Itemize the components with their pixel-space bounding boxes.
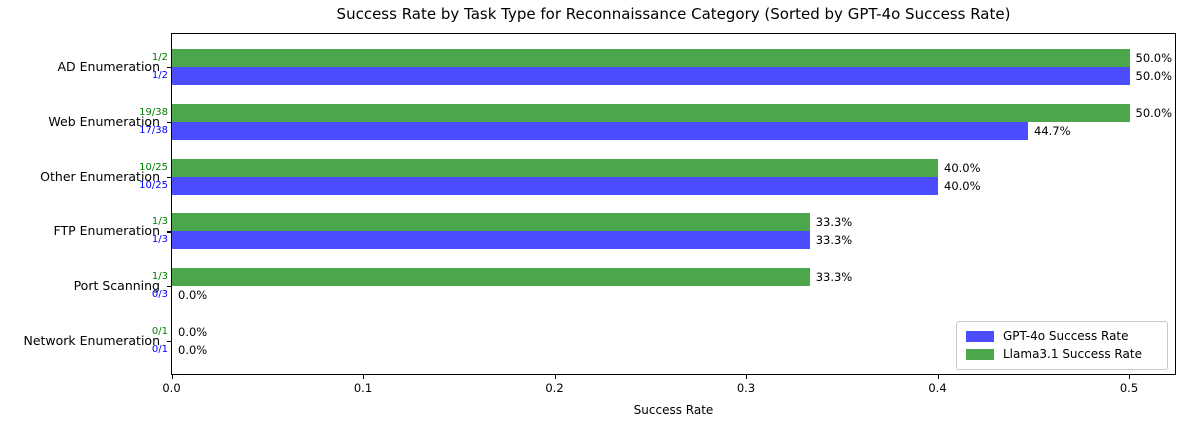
ytick-mark	[167, 176, 171, 178]
bar-value-label: 40.0%	[944, 160, 981, 175]
bar-value-label: 50.0%	[1135, 106, 1173, 120]
ytick-label-other-enumeration: Other Enumeration	[40, 168, 160, 184]
bar-value-label: 33.3%	[815, 233, 853, 248]
ytick-mark	[167, 286, 171, 288]
bar-count-label: 1/3	[151, 271, 168, 283]
legend-swatch-llama31-icon	[966, 348, 994, 360]
bar-value-label: 33.3%	[815, 270, 853, 285]
xtick-label: 0.1	[353, 381, 373, 395]
xtick-label: 0.4	[928, 381, 947, 395]
bar-value-label: 0.0%	[178, 342, 208, 357]
chart-title: Success Rate by Task Type for Reconnaiss…	[336, 5, 1011, 23]
ytick-label-ftp-enumeration: FTP Enumeration	[53, 223, 160, 239]
legend-item-llama31: Llama3.1 Success Rate	[966, 345, 1158, 363]
xtick-label: 0.3	[736, 381, 756, 395]
ytick-label-network-enumeration: Network Enumeration	[23, 332, 160, 348]
bar-value-label: 50.0%	[1135, 69, 1173, 84]
bar-count-label: 1/3	[151, 216, 168, 228]
bar-llama31-ad-enumeration	[172, 49, 1130, 68]
xtick-label: 0.0	[162, 381, 181, 395]
bar-count-label: 17/38	[139, 125, 168, 136]
bar-count-label: 10/25	[139, 161, 168, 173]
bar-value-label: 44.7%	[1034, 124, 1071, 138]
xtick-mark	[1129, 375, 1131, 379]
bar-value-label: 40.0%	[944, 178, 981, 193]
xtick-label: 0.2	[545, 381, 564, 395]
xtick-mark	[746, 375, 748, 379]
bar-count-label: 0/1	[151, 343, 168, 355]
xtick-mark	[554, 375, 556, 379]
bar-count-label: 0/3	[151, 289, 168, 301]
bar-count-label: 19/38	[139, 107, 168, 118]
bar-gpt4o-ftp-enumeration	[172, 231, 810, 250]
bar-value-label: 50.0%	[1135, 51, 1173, 66]
ytick-label-port-scanning: Port Scanning	[73, 278, 160, 294]
bar-count-label: 1/2	[151, 70, 168, 82]
ytick-mark	[167, 67, 171, 69]
bar-count-label: 0/1	[151, 325, 168, 337]
legend-label-gpt4o: GPT-4o Success Rate	[1003, 329, 1129, 343]
ytick-label-ad-enumeration: AD Enumeration	[57, 59, 160, 75]
bar-value-label: 0.0%	[178, 288, 208, 303]
bar-count-label: 10/25	[139, 179, 168, 191]
xtick-mark	[363, 375, 365, 379]
bar-value-label: 33.3%	[815, 215, 853, 230]
ytick-label-web-enumeration: Web Enumeration	[48, 114, 160, 129]
bar-llama31-port-scanning	[172, 268, 810, 287]
legend: GPT-4o Success Rate Llama3.1 Success Rat…	[956, 321, 1168, 370]
plot-area: 50.0% 50.0% 50.0% 44.7% 40.0% 40.0% 33.3% 33.3%…	[171, 33, 1176, 375]
legend-label-llama31: Llama3.1 Success Rate	[1003, 347, 1142, 361]
bar-count-label: 1/2	[151, 52, 168, 64]
xtick-mark	[171, 375, 173, 379]
xtick-mark	[937, 375, 939, 379]
legend-item-gpt4o: GPT-4o Success Rate	[966, 327, 1158, 345]
ytick-mark	[167, 122, 171, 124]
bar-llama31-other-enumeration	[172, 158, 938, 177]
bar-llama31-ftp-enumeration	[172, 213, 810, 232]
bar-gpt4o-web-enumeration	[172, 122, 1028, 140]
legend-swatch-gpt4o-icon	[966, 330, 994, 342]
bar-value-label: 0.0%	[178, 324, 208, 339]
xtick-label: 0.5	[1119, 381, 1139, 395]
bar-gpt4o-ad-enumeration	[172, 67, 1130, 86]
bar-count-label: 1/3	[151, 234, 168, 246]
bar-gpt4o-other-enumeration	[172, 176, 938, 195]
bar-llama31-web-enumeration	[172, 104, 1130, 122]
ytick-mark	[167, 340, 171, 342]
ytick-mark	[167, 231, 171, 233]
x-axis-label: Success Rate	[633, 403, 714, 417]
